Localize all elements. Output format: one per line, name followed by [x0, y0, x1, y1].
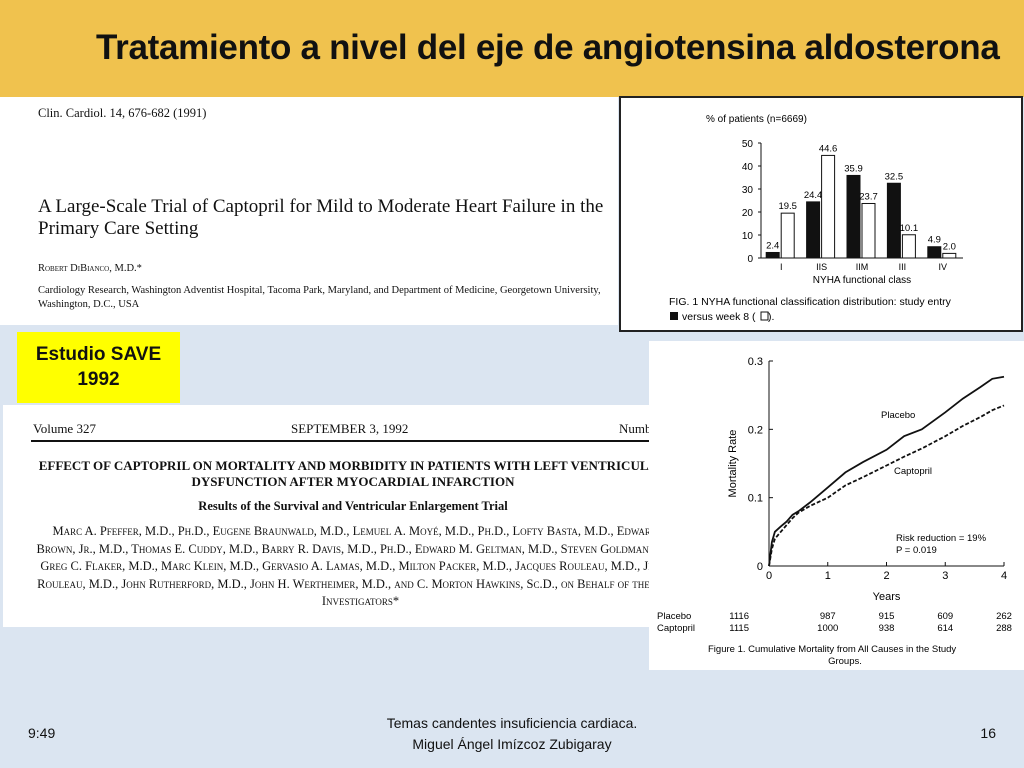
bar-caption-line2: versus week 8 ( — [682, 311, 756, 323]
line-series-captopril — [768, 404, 1005, 567]
footer-line2: Miguel Ángel Imízcoz Zubigaray — [412, 736, 612, 752]
bar — [806, 201, 821, 259]
at-risk-value: 609 — [937, 611, 953, 622]
paper2-subtitle: Results of the Survival and Ventricular … — [198, 499, 508, 513]
footer-time: 9:49 — [28, 725, 56, 741]
line-x-tick-label: 4 — [1001, 570, 1007, 582]
bar-value-label: 44.6 — [819, 143, 838, 154]
bar — [901, 234, 916, 259]
bar — [861, 202, 876, 259]
bar-y-tick-label: 10 — [742, 231, 754, 242]
line-y-tick-label: 0.2 — [748, 424, 763, 436]
paper-clin-cardiol: Clin. Cardiol. 14, 676-682 (1991) A Larg… — [0, 97, 618, 325]
line-y-tick-label: 0 — [757, 561, 763, 573]
line-y-axis-label: Mortality Rate — [727, 430, 739, 498]
footer-line1: Temas candentes insuficiencia cardiaca. — [386, 715, 638, 731]
paper2-authors: Marc A. Pfeffer, M.D., Ph.D., Eugene Bra… — [36, 524, 685, 608]
mortality-line-chart: 0 0.1 0.2 0.3 0 1 2 3 4 Years Mortality Rate Placeb… — [649, 341, 1024, 670]
legend-white-swatch — [760, 311, 769, 321]
bar — [821, 154, 836, 259]
bar-y-tick-label: 20 — [742, 208, 754, 219]
bar — [780, 212, 795, 259]
line-caption-line2: Groups. — [828, 656, 862, 667]
slide-title: Tratamiento a nivel del eje de angiotens… — [96, 28, 1000, 67]
bar-value-label: 23.7 — [859, 191, 878, 202]
line-x-tick-label: 2 — [883, 570, 889, 582]
line-label-captopril: Captopril — [894, 466, 932, 477]
line-label-placebo: Placebo — [881, 410, 915, 421]
title-bar: Tratamiento a nivel del eje de angiotens… — [0, 0, 1024, 97]
paper1-affiliation: Cardiology Research, Washington Adventis… — [38, 285, 601, 310]
line-x-tick-label: 3 — [942, 570, 948, 582]
bar-value-label: 2.4 — [766, 240, 779, 251]
line-x-tick-label: 0 — [766, 570, 772, 582]
save-study-badge: Estudio SAVE 1992 — [17, 332, 180, 403]
at-risk-value: 1000 — [817, 623, 838, 634]
at-risk-value: 938 — [879, 623, 895, 634]
at-risk-row-label: Placebo — [657, 611, 691, 622]
paper2-volume: Volume 327 — [33, 421, 96, 436]
badge-line1: Estudio SAVE — [35, 344, 162, 365]
footer-page-number: 16 — [980, 725, 996, 741]
bar-caption-line1: FIG. 1 NYHA functional classification di… — [669, 296, 952, 308]
line-y-tick-label: 0.3 — [748, 356, 763, 368]
badge-line2: 1992 — [77, 369, 120, 390]
bar-value-label: 35.9 — [844, 163, 863, 174]
bar-y-tick-label: 40 — [742, 162, 754, 173]
bar-value-label: 24.4 — [804, 190, 823, 201]
bar — [927, 246, 942, 259]
bar-category-label: III — [899, 262, 907, 272]
bar-caption-line2-end: ). — [768, 311, 774, 323]
bar — [765, 251, 780, 259]
bar-category-label: I — [780, 262, 783, 272]
legend-black-swatch — [670, 312, 678, 320]
footer-center: Temas candentes insuficiencia cardiaca. … — [312, 713, 712, 755]
bar-category-label: IIS — [816, 262, 827, 272]
line-x-tick-label: 1 — [825, 570, 831, 582]
bar-value-label: 32.5 — [885, 171, 904, 182]
line-y-tick-label: 0.1 — [748, 493, 763, 505]
line-x-axis-label: Years — [873, 591, 901, 603]
at-risk-value: 987 — [820, 611, 836, 622]
bar-chart-title: % of patients (n=6669) — [706, 114, 807, 125]
mortality-line-chart-svg: 0 0.1 0.2 0.3 0 1 2 3 4 Years Mortality Rate Placeb… — [657, 356, 1012, 667]
nyha-bar-chart: % of patients (n=6669) 0 10 20 30 40 50 I 2.4 19.… — [619, 96, 1023, 332]
bar-y-tick-label: 50 — [742, 139, 754, 150]
bar — [942, 252, 957, 259]
bar-category-label: IV — [939, 262, 948, 272]
bar-y-tick-label: 0 — [747, 254, 753, 265]
paper2-title: EFFECT OF CAPTOPRIL ON MORTALITY AND MOR… — [38, 458, 668, 489]
bar-category-label: IIM — [856, 262, 869, 272]
at-risk-value: 262 — [996, 611, 1012, 622]
bar-value-label: 10.1 — [900, 223, 919, 234]
bar-y-tick-label: 30 — [742, 185, 754, 196]
bar-x-axis-label: NYHA functional class — [813, 275, 911, 286]
bar-value-label: 2.0 — [943, 241, 956, 252]
line-caption-line1: Figure 1. Cumulative Mortality from All … — [708, 644, 956, 655]
p-value-text: P = 0.019 — [896, 545, 937, 556]
paper-save-trial: Volume 327 SEPTEMBER 3, 1992 Number 10 E… — [3, 405, 689, 627]
at-risk-value: 288 — [996, 623, 1012, 634]
paper2-date: SEPTEMBER 3, 1992 — [291, 421, 409, 436]
at-risk-row-label: Captopril — [657, 623, 695, 634]
at-risk-value: 1116 — [729, 611, 749, 622]
at-risk-value: 1115 — [729, 623, 749, 634]
bar-value-label: 4.9 — [928, 235, 941, 246]
bar-value-label: 19.5 — [778, 201, 797, 212]
bar — [846, 174, 861, 259]
bar — [886, 182, 901, 259]
paper1-title: A Large-Scale Trial of Captopril for Mil… — [38, 196, 604, 239]
risk-reduction-text: Risk reduction = 19% — [896, 533, 987, 544]
at-risk-value: 915 — [879, 611, 895, 622]
at-risk-value: 614 — [937, 623, 953, 634]
paper2-rule — [31, 440, 689, 442]
nyha-bar-chart-svg: % of patients (n=6669) 0 10 20 30 40 50 I 2.4 19.… — [669, 114, 963, 323]
paper1-author: Robert DiBianco, M.D.* — [38, 263, 142, 274]
paper1-citation: Clin. Cardiol. 14, 676-682 (1991) — [38, 106, 207, 120]
line-series-placebo — [768, 375, 1005, 567]
